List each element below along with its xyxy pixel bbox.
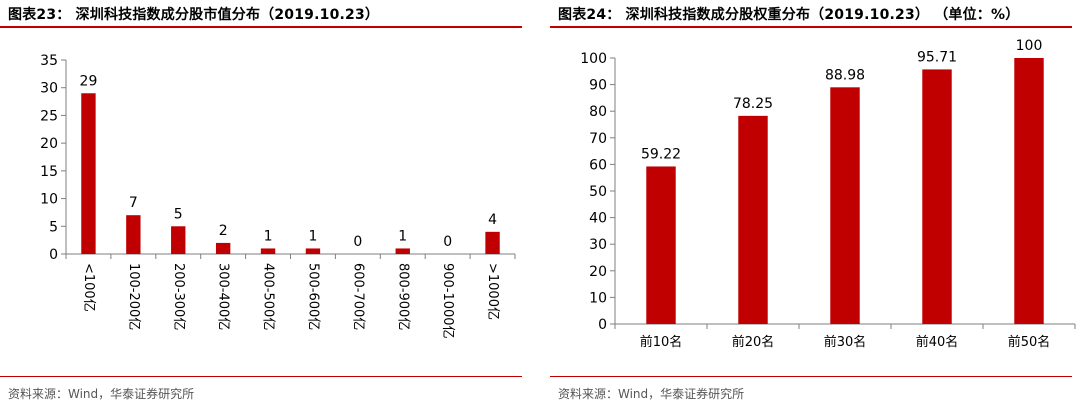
title-divider: [550, 26, 1072, 28]
y-tick-label: 20: [40, 136, 58, 152]
weight-bar-chart: 0 10 20 30 40 50 60 70 80 90 100 59.22 前10名 78.25 前20名…: [580, 38, 1076, 350]
y-tick-label: 25: [40, 108, 58, 124]
y-tick-label: 40: [589, 211, 607, 227]
x-tick-label: 200-300亿: [171, 263, 186, 330]
bar: [485, 231, 500, 254]
bar: [738, 115, 768, 324]
data-label: 59.22: [641, 146, 681, 162]
y-tick-label: 90: [589, 78, 607, 94]
data-label: 1: [398, 228, 407, 244]
right-chart-panel: 图表24： 深圳科技指数成分股权重分布（2019.10.23） （单位：%） 0…: [550, 0, 1080, 411]
data-label: 1: [308, 228, 317, 244]
y-tick-label: 100: [580, 51, 607, 67]
bar: [171, 226, 186, 254]
y-tick-label: 5: [49, 219, 58, 235]
y-tick-label: 10: [589, 290, 607, 306]
bar: [215, 242, 231, 254]
data-label: 95.71: [917, 49, 957, 65]
y-tick-label: 10: [40, 192, 58, 208]
bar: [830, 87, 860, 324]
x-tick-label: 前30名: [824, 334, 867, 350]
x-tick-label: 100-200亿: [126, 263, 141, 330]
y-tick-label: 0: [598, 317, 607, 333]
y-tick-label: 35: [40, 53, 58, 69]
footer-divider: [0, 376, 522, 377]
data-label: 1: [264, 228, 273, 244]
bar: [260, 248, 276, 254]
data-label: 0: [353, 234, 362, 250]
data-label: 5: [174, 206, 183, 222]
chart-title: 图表23： 深圳科技指数成分股市值分布（2019.10.23）: [8, 7, 380, 23]
y-tick-label: 15: [40, 164, 58, 180]
data-label: 4: [488, 212, 497, 228]
data-label: 100: [1016, 38, 1043, 54]
data-label: 2: [219, 223, 228, 239]
y-tick-label: 20: [589, 264, 607, 280]
title-divider: [0, 26, 522, 28]
x-tick-label: 600-700亿: [350, 263, 365, 330]
left-chart-panel: 图表23： 深圳科技指数成分股市值分布（2019.10.23） 0 5 10 15 20…: [0, 0, 530, 411]
x-tick-label: 前10名: [640, 334, 683, 350]
y-tick-label: 30: [589, 237, 607, 253]
x-tick-label: 前40名: [916, 334, 959, 350]
bar: [646, 166, 676, 324]
chart-title: 图表24： 深圳科技指数成分股权重分布（2019.10.23） （单位：%）: [558, 7, 1020, 23]
bar: [1014, 58, 1044, 324]
data-label: 78.25: [733, 96, 773, 112]
y-tick-label: 30: [40, 81, 58, 97]
data-label: 29: [80, 73, 98, 89]
x-tick-label: 900-1000亿: [440, 263, 455, 339]
data-label: 0: [443, 234, 452, 250]
y-tick-label: 0: [49, 247, 58, 263]
x-tick-label: 300-400亿: [216, 263, 231, 330]
x-tick-label: >1000亿: [485, 263, 500, 320]
data-label: 88.98: [825, 67, 865, 83]
x-tick-label: 400-500亿: [261, 263, 276, 330]
x-tick-label: 800-900亿: [395, 263, 410, 330]
x-tick-label: 500-600亿: [305, 263, 320, 330]
x-tick-label: 前50名: [1008, 334, 1051, 350]
bar: [395, 248, 410, 254]
bar: [305, 248, 321, 254]
x-tick-label: <100亿: [81, 263, 96, 312]
bar: [126, 215, 141, 254]
y-tick-label: 70: [589, 131, 607, 147]
bar: [922, 69, 952, 324]
y-tick-label: 60: [589, 157, 607, 173]
source-note: 资料来源：Wind，华泰证券研究所: [558, 387, 745, 401]
y-tick-label: 50: [589, 184, 607, 200]
x-tick-label: 前20名: [732, 334, 775, 350]
data-label: 7: [129, 195, 138, 211]
market-cap-bar-chart: 0510152025303529<100亿7100-200亿5200-300亿2…: [40, 53, 516, 339]
source-note: 资料来源：Wind，华泰证券研究所: [8, 387, 195, 401]
footer-divider: [550, 376, 1072, 377]
y-tick-label: 80: [589, 104, 607, 120]
bar: [81, 93, 96, 254]
